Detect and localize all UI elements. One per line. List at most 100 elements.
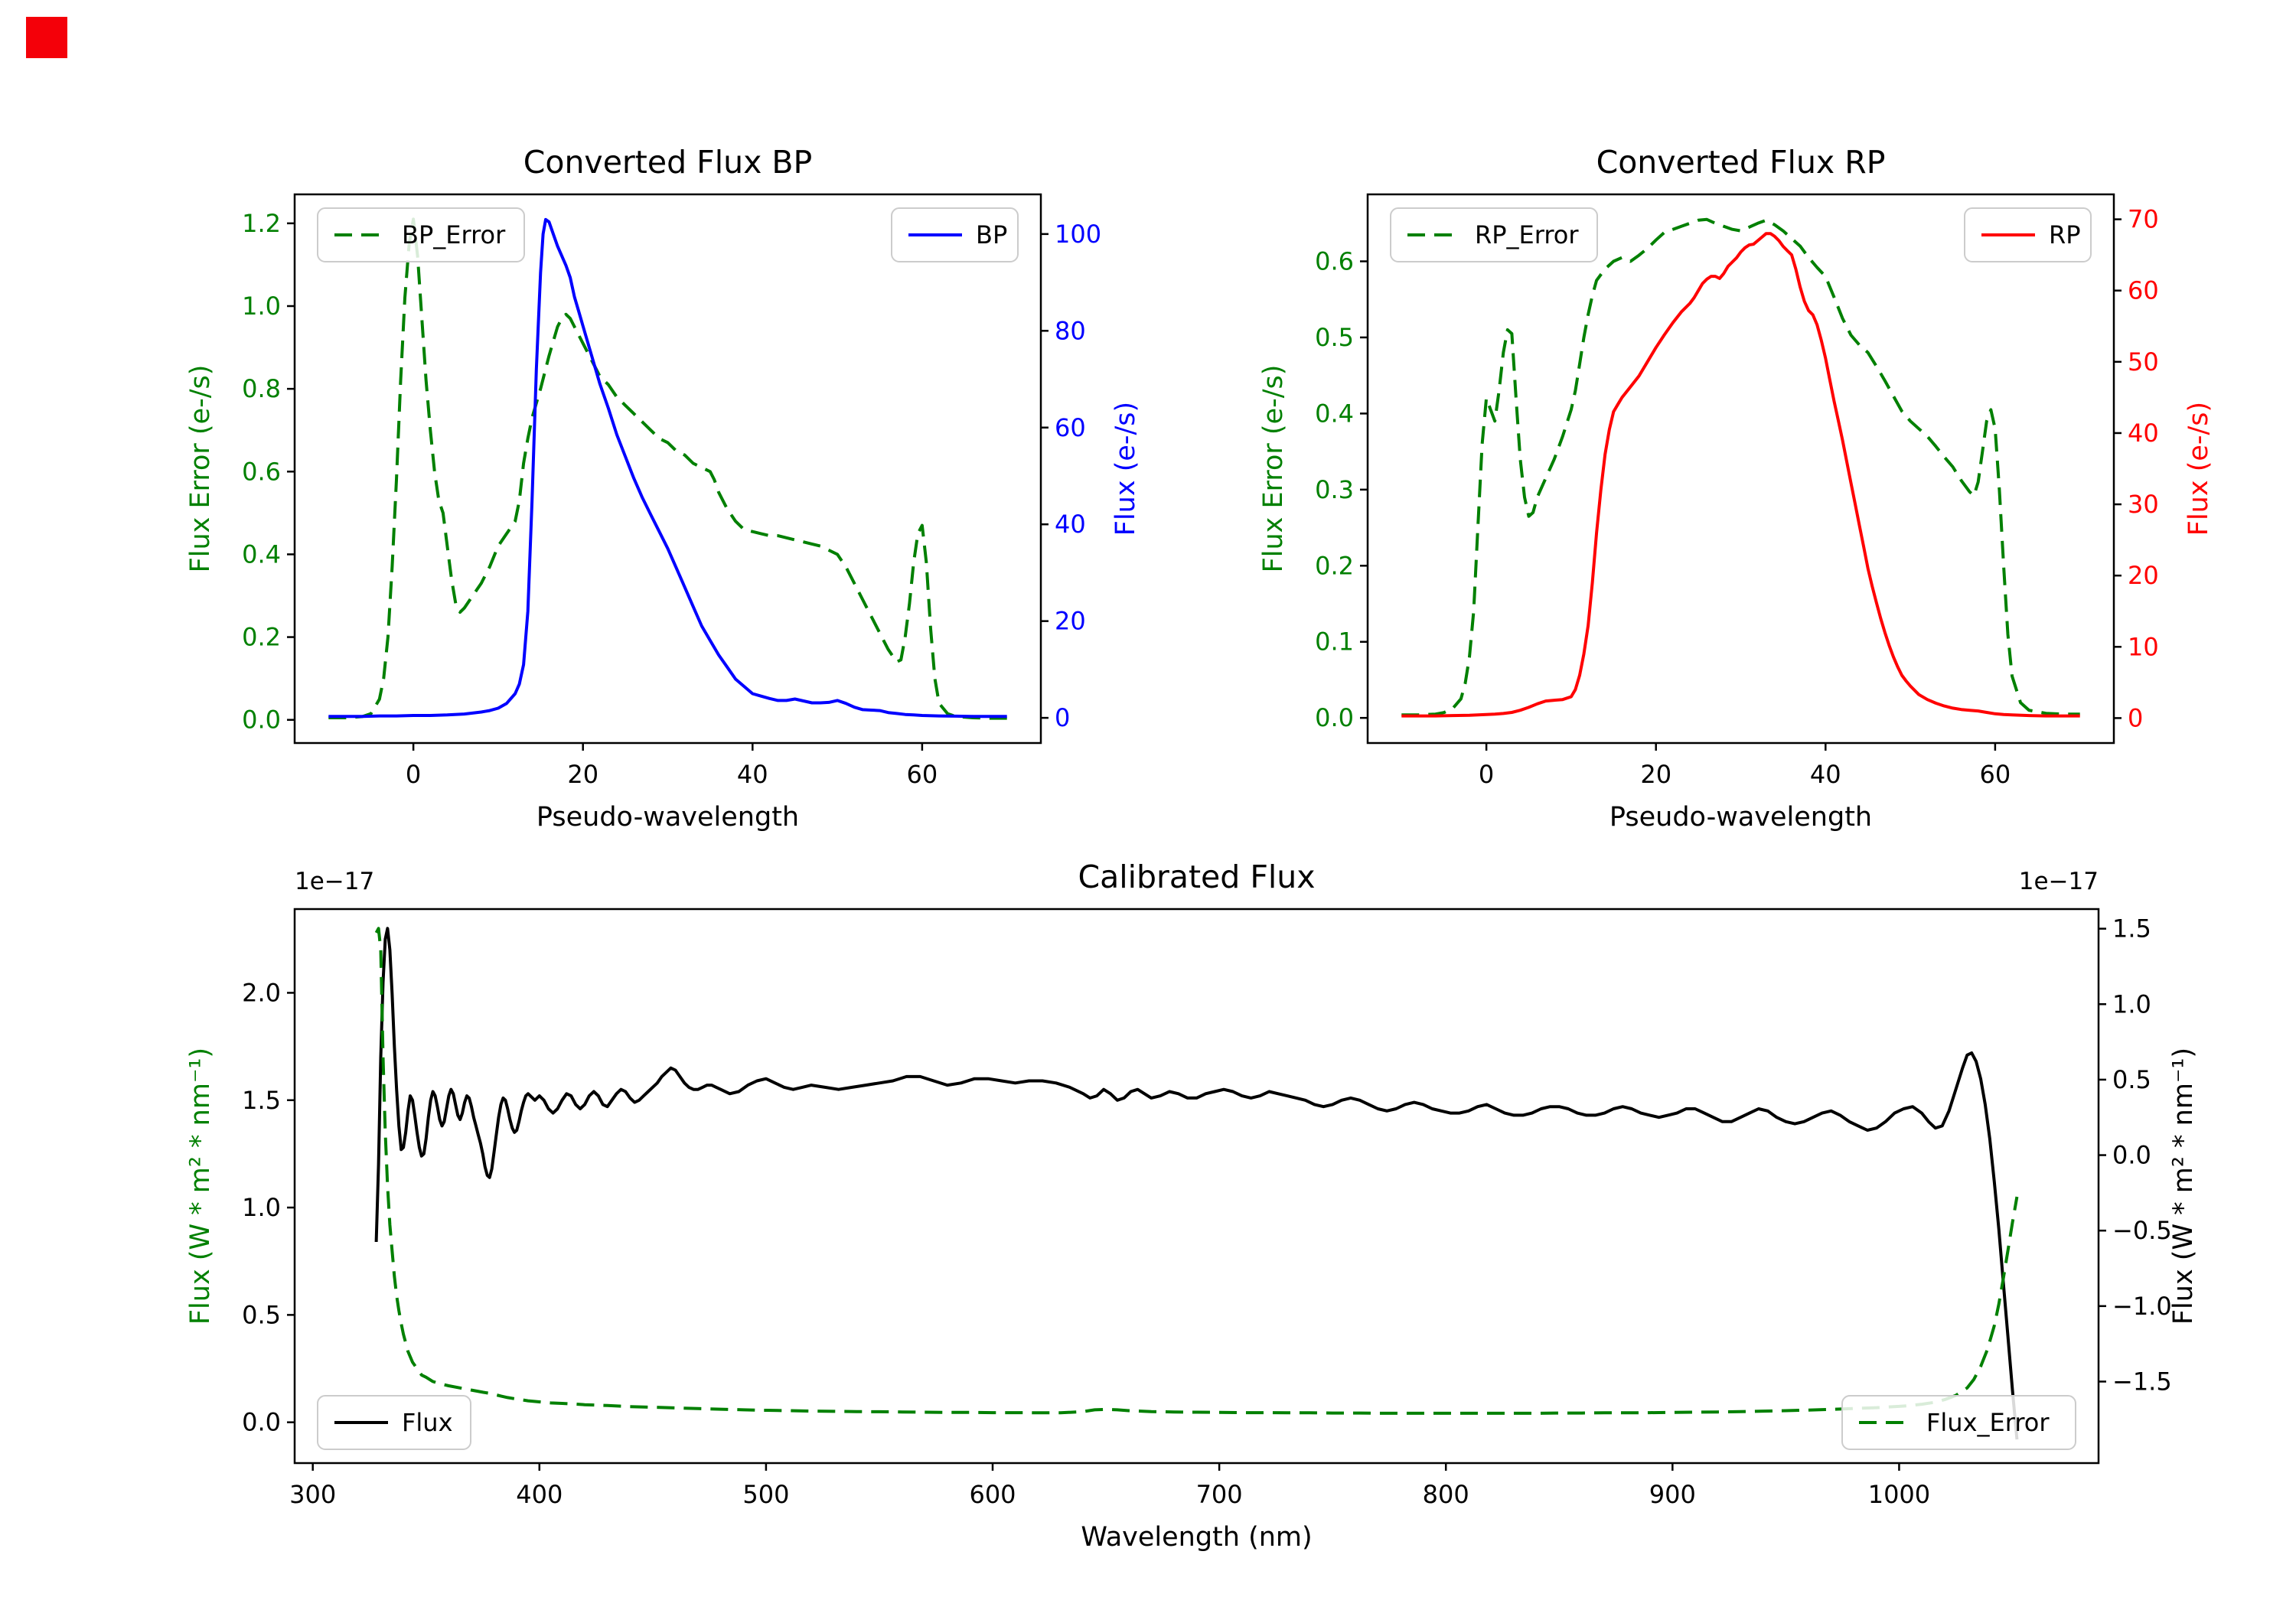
y-tick-label: 1.2 [242,209,281,238]
x-tick-label: 60 [907,760,938,789]
left-axis-label: Flux (W * m² * nm⁻¹) [185,1048,216,1325]
legend-box [1390,207,1598,262]
offset-text-left: 1e−17 [295,868,374,895]
y-tick-label: −0.5 [2112,1216,2172,1245]
y-tick-label: 20 [2128,561,2159,590]
flux-line [374,927,2019,1440]
x-tick-label: 400 [516,1480,563,1509]
legend-box [317,1395,471,1450]
legend-bp-error: BP_Error [317,207,525,262]
y-tick-label: 0.4 [242,539,281,569]
y-tick-label: 20 [1055,607,1086,636]
plot-frame [1366,193,2115,745]
series-group [1401,217,2080,718]
right-axis-label: Flux (e-/s) [2183,402,2214,536]
y-tick-label: 0.1 [1315,627,1354,657]
y-tick-label: 60 [2128,276,2159,305]
series-group [374,927,2019,1440]
chart-title: Calibrated Flux [1078,859,1315,895]
y-tick-label: 0.6 [1315,247,1354,276]
y-tick-label: 1.5 [242,1086,281,1115]
rp-error-line [1401,217,2080,717]
y-tick-label: 1.0 [242,292,281,321]
chart-calibrated: 300 400 500 600 700 800 900 1000 0.0 0.5 1.0 1.5 2.0… [185,859,2199,1553]
chart-rp: 0 20 40 60 0.0 0.1 0.2 0.3 0.4 0.5 0.6 Flux Error (… [1258,144,2214,833]
y-tick-label: 0.0 [242,706,281,735]
y-tick-label: 100 [1055,220,1101,249]
y-tick-label: 60 [1055,413,1086,442]
plot-frame [293,908,2100,1465]
y-tick-label: 70 [2128,205,2159,234]
x-axis-label: Wavelength (nm) [1081,1522,1312,1553]
y-tick-label: 0.5 [2112,1065,2151,1094]
chart-title: Converted Flux BP [523,144,813,181]
x-tick-label: 800 [1423,1480,1469,1509]
x-axis-label: Pseudo-wavelength [536,802,799,833]
y-tick-label: 0.8 [242,374,281,403]
chart-bp: 0 20 40 60 0.0 0.2 0.4 0.6 0.8 1.0 1.2 Flux Error (… [185,144,1141,833]
legend-label: Flux_Error [1926,1408,2050,1437]
y-tick-label: 0.2 [242,623,281,652]
legend-rp-error: RP_Error [1390,207,1598,262]
x-tick-label: 300 [289,1480,336,1509]
bp-flux-line [328,217,1007,719]
y-tick-label: 0 [1055,703,1070,732]
y-tick-label: 1.5 [2112,914,2151,944]
x-tick-label: 500 [742,1480,789,1509]
right-axis-label: Flux (e-/s) [1110,402,1141,536]
left-axis-label: Flux Error (e-/s) [1258,365,1289,573]
x-tick-label: 40 [737,760,768,789]
y-tick-label: 0.2 [1315,551,1354,580]
series-group [328,217,1007,720]
left-axis-label: Flux Error (e-/s) [185,365,216,573]
y-tick-label: 0.6 [242,457,281,486]
chart-title: Converted Flux RP [1596,144,1886,181]
y-tick-label: 0.0 [2112,1141,2151,1170]
legend-label: Flux [402,1408,453,1437]
y-tick-label: 0.5 [1315,323,1354,352]
x-tick-label: 40 [1810,760,1841,789]
x-tick-label: 0 [406,760,421,789]
x-tick-label: 700 [1196,1480,1243,1509]
offset-text-right: 1e−17 [2019,868,2099,895]
right-axis-label: Flux (W * m² * nm⁻¹) [2168,1048,2199,1325]
x-tick-label: 0 [1479,760,1494,789]
y-tick-label: 1.0 [2112,989,2151,1018]
y-tick-label: 50 [2128,347,2159,376]
x-axis-label: Pseudo-wavelength [1609,802,1872,833]
y-tick-label: 0 [2128,703,2143,732]
legend-box [1841,1395,2076,1450]
y-tick-label: 2.0 [242,978,281,1007]
legend-bp-flux: BP [891,207,1019,262]
legend-flux: Flux [317,1395,471,1450]
legend-label: BP_Error [402,220,506,249]
y-tick-label: 0.5 [242,1300,281,1329]
y-tick-label: −1.0 [2112,1292,2172,1321]
x-tick-label: 600 [969,1480,1016,1509]
plot-frame [293,193,1042,745]
legend-label: RP_Error [1475,220,1579,249]
y-tick-label: 80 [1055,316,1086,345]
y-tick-label: 0.0 [242,1408,281,1437]
y-tick-label: 40 [1055,510,1086,539]
legend-flux-error: Flux_Error [1841,1395,2076,1450]
y-tick-label: 40 [2128,419,2159,448]
legend-label: BP [976,220,1007,249]
corner-marker [26,17,67,58]
x-tick-label: 60 [1980,760,2011,789]
legend-label: RP [2049,220,2081,249]
x-tick-label: 20 [567,760,598,789]
legend-rp-flux: RP [1964,207,2092,262]
x-tick-label: 1000 [1868,1480,1930,1509]
y-tick-label: 10 [2128,632,2159,661]
bp-error-line [328,217,1007,720]
flux-error-line [374,927,2019,1415]
y-tick-label: 0.4 [1315,399,1354,428]
x-tick-label: 20 [1640,760,1671,789]
y-tick-label: 30 [2128,490,2159,519]
y-tick-label: −1.5 [2112,1367,2172,1396]
y-tick-label: 0.0 [1315,703,1354,732]
rp-flux-line [1401,232,2080,718]
